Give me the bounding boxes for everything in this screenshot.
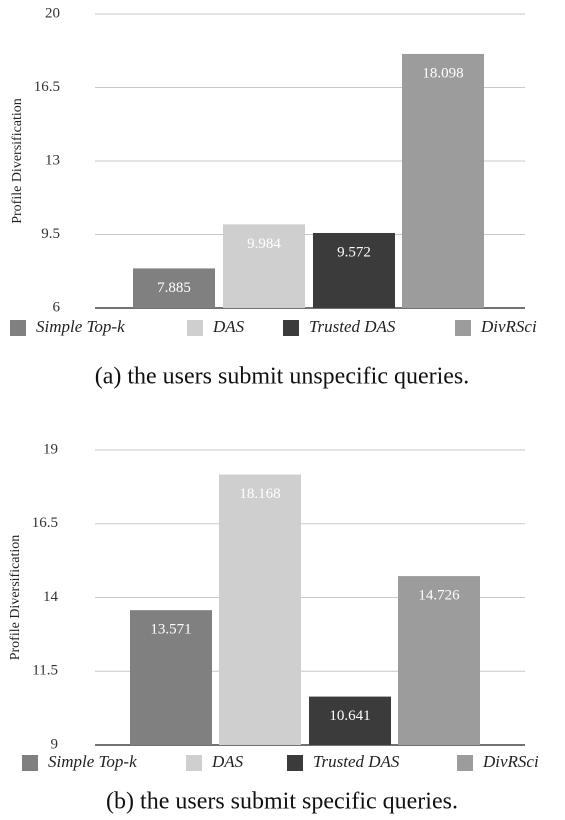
bar bbox=[223, 224, 305, 308]
y-tick-label: 13 bbox=[45, 152, 60, 168]
legend-swatch bbox=[10, 320, 26, 336]
legend-label: Trusted DAS bbox=[309, 317, 396, 336]
value-label: 18.098 bbox=[422, 65, 463, 81]
y-tick-label: 6 bbox=[53, 299, 61, 315]
y-tick-label: 19 bbox=[43, 441, 58, 457]
bar bbox=[402, 53, 484, 308]
legend-label: Simple Top-k bbox=[36, 317, 125, 336]
bar bbox=[133, 268, 215, 308]
value-label: 7.885 bbox=[157, 280, 191, 296]
y-tick-label: 9.5 bbox=[41, 226, 60, 242]
legend-swatch bbox=[187, 320, 203, 336]
bar bbox=[130, 610, 212, 745]
y-tick-label: 11.5 bbox=[32, 663, 58, 679]
y-axis-label: Profile Diversification bbox=[8, 535, 23, 661]
legend-swatch bbox=[22, 755, 38, 771]
value-label: 14.726 bbox=[418, 588, 460, 604]
y-tick-label: 9 bbox=[51, 736, 59, 752]
legend-label: Trusted DAS bbox=[313, 752, 400, 771]
bar bbox=[309, 696, 391, 745]
caption: (b) the users submit specific queries. bbox=[106, 789, 458, 815]
value-label: 13.571 bbox=[150, 622, 191, 638]
bar bbox=[219, 474, 301, 745]
value-label: 10.641 bbox=[329, 708, 370, 724]
y-tick-label: 20 bbox=[45, 5, 60, 21]
value-label: 18.168 bbox=[239, 486, 280, 502]
legend-swatch bbox=[283, 320, 299, 336]
legend-swatch bbox=[186, 755, 202, 771]
legend-swatch bbox=[457, 755, 473, 771]
value-label: 9.984 bbox=[247, 236, 281, 252]
legend-swatch bbox=[455, 320, 471, 336]
bar bbox=[313, 232, 395, 308]
legend-label: DAS bbox=[212, 317, 245, 336]
value-label: 9.572 bbox=[337, 244, 371, 260]
y-tick-label: 16.5 bbox=[32, 515, 58, 531]
legend-label: Simple Top-k bbox=[48, 752, 137, 771]
legend-swatch bbox=[287, 755, 303, 771]
legend-label: DivRSci bbox=[480, 317, 537, 336]
y-axis-label: Profile Diversification bbox=[10, 98, 25, 224]
y-tick-label: 14 bbox=[43, 589, 59, 605]
y-tick-label: 16.5 bbox=[34, 79, 60, 95]
bar bbox=[398, 576, 480, 745]
legend-label: DAS bbox=[211, 752, 244, 771]
legend-label: DivRSci bbox=[482, 752, 539, 771]
caption: (a) the users submit unspecific queries. bbox=[95, 364, 470, 390]
